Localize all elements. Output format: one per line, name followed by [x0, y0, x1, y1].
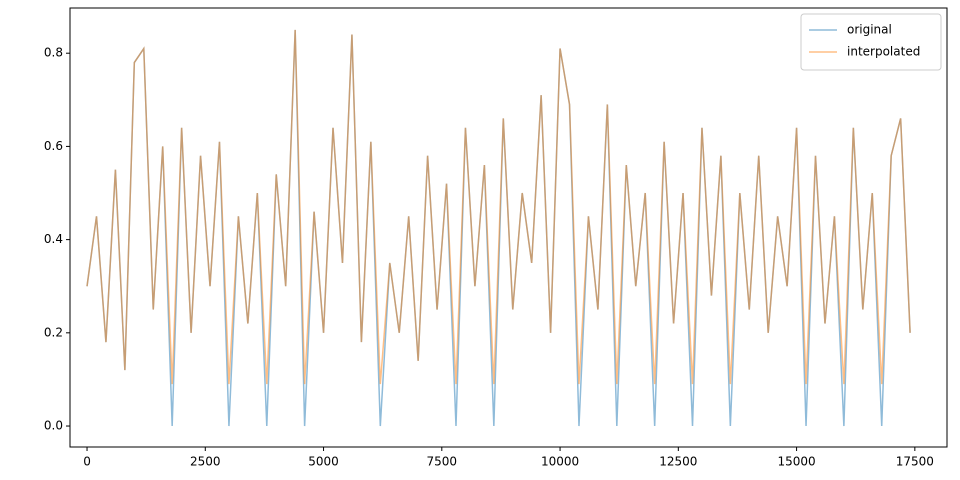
- series-line: [86, 29, 911, 427]
- x-tick-label: 10000: [541, 455, 579, 469]
- legend: original interpolated: [800, 13, 942, 71]
- series-line: [86, 29, 911, 385]
- x-tick-label: 0: [83, 455, 91, 469]
- y-tick-label: 0.2: [44, 325, 63, 339]
- y-tick-label: 0.6: [44, 139, 63, 153]
- x-tick-label: 2500: [190, 455, 221, 469]
- legend-label: interpolated: [847, 45, 920, 59]
- x-tick-label: 17500: [896, 455, 934, 469]
- x-tick-label: 15000: [777, 455, 815, 469]
- y-tick-label: 0.0: [44, 419, 63, 433]
- plot-frame: [69, 7, 948, 448]
- x-tick-label: 5000: [308, 455, 339, 469]
- y-tick-label: 0.8: [44, 46, 63, 60]
- y-tick-label: 0.4: [44, 232, 63, 246]
- legend-label: original: [847, 23, 892, 37]
- legend-box: [800, 13, 942, 71]
- x-tick-label: 12500: [659, 455, 697, 469]
- x-tick-label: 7500: [427, 455, 458, 469]
